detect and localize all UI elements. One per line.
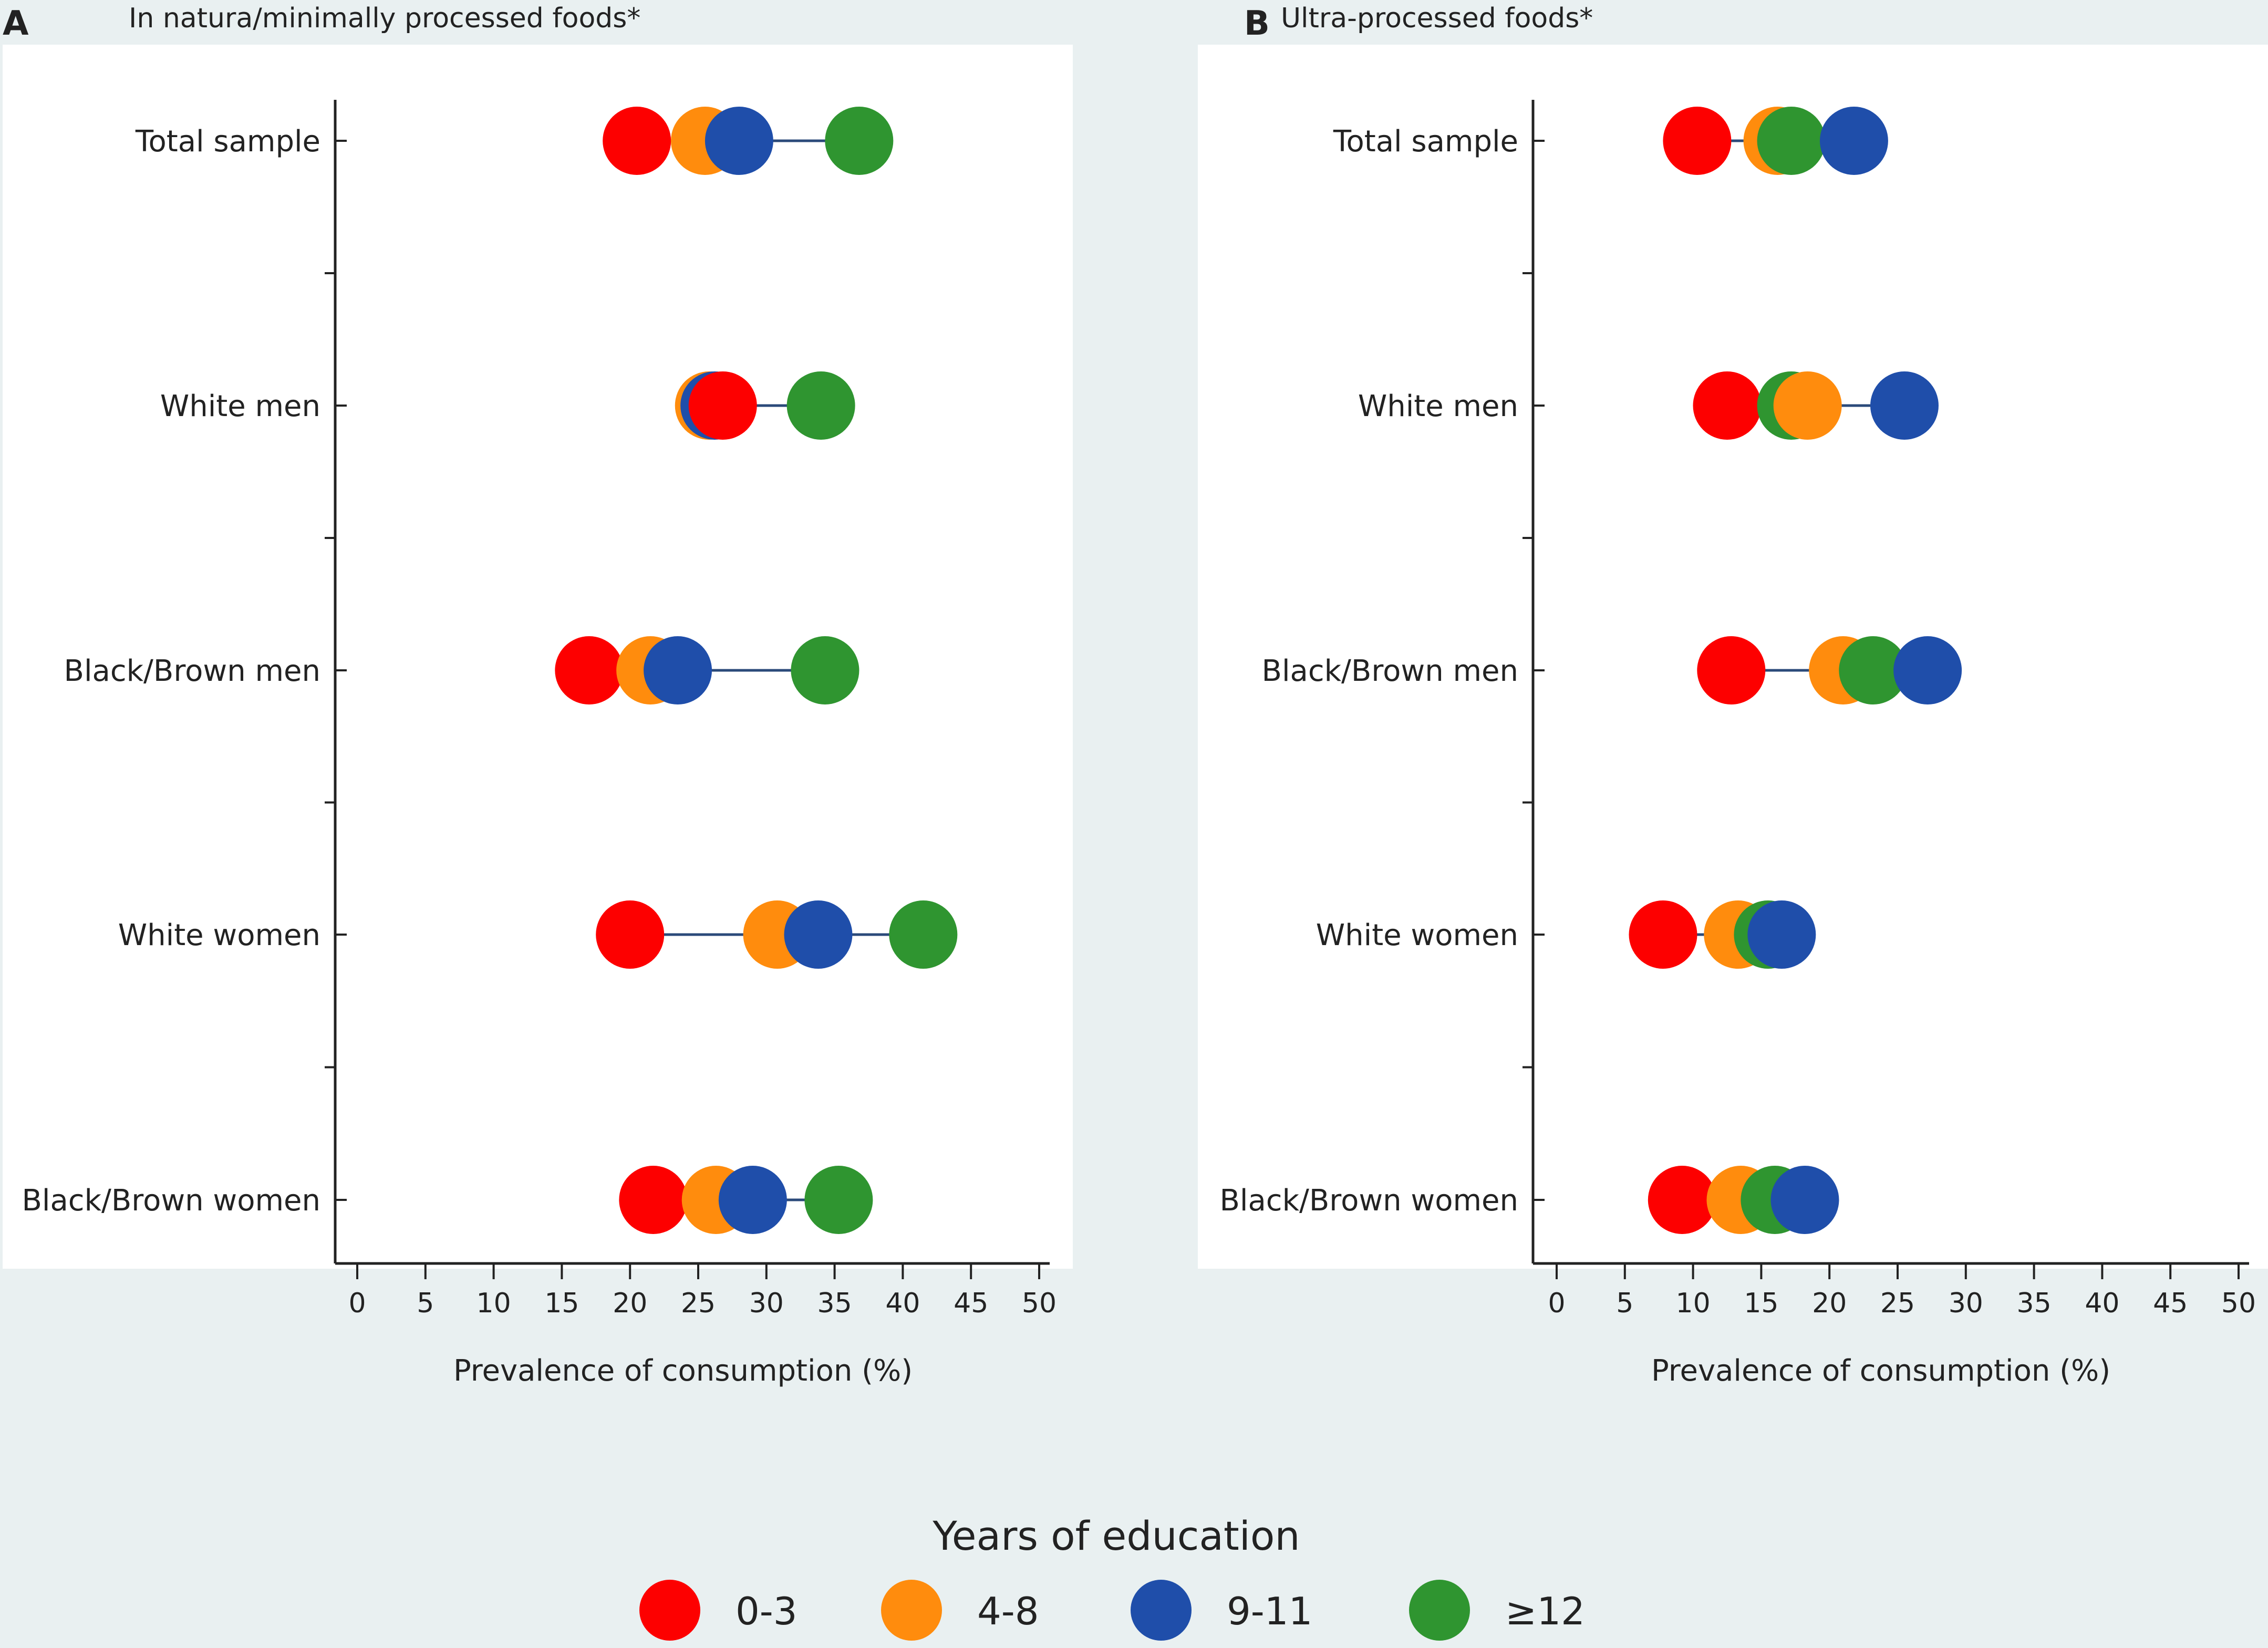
panel-a: A In natura/minimally processed foods* T… — [3, 3, 1073, 1388]
panel-b-category-label-white-men: White men — [1358, 389, 1518, 423]
panel-a-x-tick-label-20: 20 — [613, 1288, 647, 1319]
panel-b-point-black-brown-men-9-11 — [1893, 636, 1962, 704]
panel-a-label: A — [3, 4, 29, 43]
panel-a-x-tick-label-30: 30 — [749, 1288, 784, 1319]
panel-b-x-tick-label-0: 0 — [1548, 1288, 1565, 1319]
panel-b-x-tick-label-10: 10 — [1676, 1288, 1711, 1319]
panel-b-markers — [1629, 107, 1962, 1234]
legend-swatch-0-3 — [639, 1580, 700, 1641]
legend-label-12-plus: ≥12 — [1505, 1589, 1585, 1633]
panel-b-point-total-sample-9-11 — [1819, 107, 1888, 175]
legend-swatch-9-11 — [1131, 1580, 1192, 1641]
panel-a-x-tick-label-25: 25 — [681, 1288, 716, 1319]
panel-a-x-tick-label-35: 35 — [817, 1288, 852, 1319]
panel-a-point-white-men-0-3 — [688, 371, 757, 440]
panel-a-category-label-white-women: White women — [118, 918, 320, 952]
panel-b-x-axis: 0 5 10 15 20 25 30 35 40 45 50 — [1533, 1262, 2256, 1319]
panel-b-point-white-men-0-3 — [1693, 371, 1762, 440]
panel-a-x-tick-label-5: 5 — [417, 1288, 434, 1319]
panel-a-category-label-black-brown-women: Black/Brown women — [22, 1184, 320, 1218]
panel-b: B Ultra-processed foods* Total sample Whi… — [1198, 3, 2268, 1388]
panel-a-category-label-total-sample: Total sample — [135, 125, 320, 159]
panel-a-x-tick-label-45: 45 — [954, 1288, 988, 1319]
panel-a-x-tick-label-0: 0 — [348, 1288, 366, 1319]
panel-a-x-tick-label-40: 40 — [885, 1288, 920, 1319]
panel-a-x-axis: 0 5 10 15 20 25 30 35 40 45 50 — [335, 1262, 1057, 1319]
panel-a-category-label-black-brown-men: Black/Brown men — [64, 654, 320, 688]
legend-swatch-12-plus — [1409, 1580, 1470, 1641]
panel-b-x-tick-label-45: 45 — [2153, 1288, 2188, 1319]
panel-a-point-black-brown-women-9-11 — [718, 1166, 787, 1234]
panel-a-point-white-men-12-plus — [786, 371, 855, 440]
panel-a-point-black-brown-men-12-plus — [791, 636, 859, 704]
panel-a-x-tick-label-50: 50 — [1022, 1288, 1057, 1319]
panel-a-x-tick-label-15: 15 — [544, 1288, 579, 1319]
panel-a-point-black-brown-women-12-plus — [804, 1166, 873, 1234]
panel-a-title: In natura/minimally processed foods* — [129, 3, 640, 34]
panel-b-point-black-brown-men-12-plus — [1839, 636, 1908, 704]
legend-label-9-11: 9-11 — [1227, 1589, 1312, 1633]
panel-b-point-black-brown-men-0-3 — [1697, 636, 1766, 704]
panel-b-point-white-women-0-3 — [1629, 900, 1697, 969]
panel-a-point-white-women-12-plus — [889, 900, 958, 969]
panel-b-point-total-sample-12-plus — [1757, 107, 1826, 175]
panel-b-x-tick-label-40: 40 — [2085, 1288, 2119, 1319]
panel-b-x-tick-label-5: 5 — [1616, 1288, 1633, 1319]
legend-title: Years of education — [932, 1512, 1300, 1559]
panel-b-x-tick-label-35: 35 — [2017, 1288, 2052, 1319]
legend-label-0-3: 0-3 — [736, 1589, 798, 1633]
legend-label-4-8: 4-8 — [977, 1589, 1039, 1633]
panel-a-x-axis-title: Prevalence of consumption (%) — [453, 1354, 913, 1388]
panel-a-point-total-sample-0-3 — [603, 107, 671, 175]
panel-a-y-axis: Total sample White men Black/Brown men Whit… — [22, 100, 347, 1263]
panel-a-point-black-brown-women-0-3 — [619, 1166, 688, 1234]
panel-b-x-tick-label-30: 30 — [1949, 1288, 1983, 1319]
panel-b-category-label-black-brown-women: Black/Brown women — [1219, 1184, 1518, 1218]
panel-a-point-white-women-9-11 — [784, 900, 853, 969]
panel-a-point-white-women-0-3 — [596, 900, 665, 969]
panel-b-x-tick-label-15: 15 — [1744, 1288, 1778, 1319]
panel-a-markers — [555, 107, 958, 1234]
panel-b-point-white-men-9-11 — [1870, 371, 1939, 440]
panel-b-point-total-sample-0-3 — [1663, 107, 1732, 175]
panel-b-category-label-white-women: White women — [1316, 918, 1518, 952]
panel-a-plot-area — [3, 45, 1073, 1269]
panel-a-point-black-brown-men-0-3 — [555, 636, 624, 704]
panel-a-point-black-brown-men-9-11 — [644, 636, 712, 704]
panel-b-category-label-black-brown-men: Black/Brown men — [1262, 654, 1518, 688]
panel-a-point-total-sample-12-plus — [825, 107, 894, 175]
panel-b-x-axis-title: Prevalence of consumption (%) — [1651, 1354, 2110, 1388]
panel-b-label: B — [1244, 4, 1270, 43]
panel-b-point-white-men-4-8 — [1773, 371, 1842, 440]
panel-a-category-label-white-men: White men — [160, 389, 320, 423]
legend-swatch-4-8 — [881, 1580, 942, 1641]
panel-b-category-label-total-sample: Total sample — [1333, 125, 1518, 159]
legend: Years of education 0-3 4-8 9-11 ≥12 — [639, 1512, 1585, 1641]
panel-b-x-tick-label-50: 50 — [2221, 1288, 2256, 1319]
panel-b-point-black-brown-women-9-11 — [1770, 1166, 1839, 1234]
panel-a-point-total-sample-9-11 — [705, 107, 773, 175]
panel-b-point-white-women-9-11 — [1747, 900, 1816, 969]
panel-b-x-tick-label-20: 20 — [1812, 1288, 1847, 1319]
panel-b-point-black-brown-women-0-3 — [1648, 1166, 1716, 1234]
panel-b-x-tick-label-25: 25 — [1880, 1288, 1915, 1319]
panel-b-y-axis: Total sample White men Black/Brown men Whit… — [1219, 100, 1545, 1263]
panel-b-title: Ultra-processed foods* — [1281, 3, 1593, 34]
panel-a-x-tick-label-10: 10 — [477, 1288, 511, 1319]
